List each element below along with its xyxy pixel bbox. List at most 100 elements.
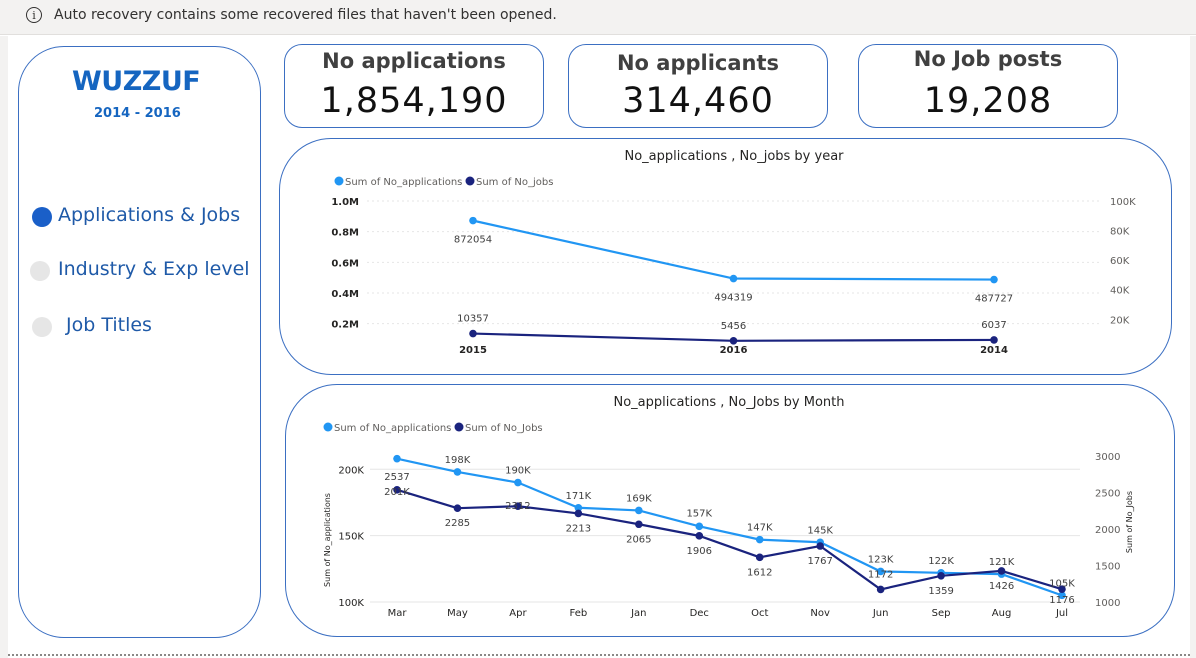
data-label: 2213 <box>566 523 591 534</box>
data-point <box>635 506 643 515</box>
data-point <box>574 509 583 518</box>
data-point <box>990 275 998 284</box>
data-label: 147K <box>747 523 773 534</box>
data-point <box>695 522 704 531</box>
chart-by-year[interactable]: No_applications , No_jobs by year Sum of… <box>279 138 1172 375</box>
data-point <box>755 553 764 562</box>
data-label: 121K <box>989 557 1015 568</box>
data-point <box>469 329 477 338</box>
data-label: 1172 <box>868 569 893 580</box>
x-tick-label: Dec <box>690 608 709 619</box>
legend-label-applications: Sum of No_applications <box>345 177 462 188</box>
y-tick-label-left: 100K <box>338 598 364 609</box>
data-point <box>393 454 401 463</box>
data-label: 2537 <box>384 472 409 483</box>
legend-label-applications: Sum of No_applications <box>334 423 451 434</box>
x-tick-label: Apr <box>509 608 527 619</box>
data-point <box>514 478 522 487</box>
data-point <box>937 571 945 580</box>
nav-label: Industry & Exp level <box>58 258 250 280</box>
info-icon: i <box>26 7 42 23</box>
kpi-value: 314,460 <box>622 81 774 121</box>
nav-label: Job Titles <box>66 314 152 336</box>
y-tick-label-left: 0.8M <box>331 228 359 239</box>
chart-title: No_applications , No_jobs by year <box>624 149 844 164</box>
data-point <box>990 336 998 344</box>
chart-title: No_applications , No_Jobs by Month <box>613 395 844 410</box>
kpi-card-applicants: No applicants 314,460 <box>568 44 828 128</box>
data-label: 2065 <box>626 534 651 545</box>
data-label: 494319 <box>714 293 752 304</box>
data-label: 157K <box>686 508 712 519</box>
data-label: 1906 <box>687 546 712 557</box>
data-point <box>695 532 704 540</box>
data-point <box>574 503 583 512</box>
y-tick-label-right: 80K <box>1110 227 1130 238</box>
y-tick-label-right: 2500 <box>1095 489 1120 500</box>
data-label: 171K <box>566 491 592 502</box>
data-point <box>635 520 643 529</box>
data-label: 10357 <box>457 314 489 325</box>
legend-marker-applications <box>323 422 333 432</box>
x-tick-label: Jun <box>872 608 889 619</box>
nav-label: Applications & Jobs <box>58 204 241 226</box>
nav-industry-exp-level[interactable]: Industry & Exp level <box>30 258 260 284</box>
year-range: 2014 - 2016 <box>94 106 181 121</box>
data-label: 1767 <box>807 556 832 567</box>
nav-applications-jobs[interactable]: Applications & Jobs <box>30 204 260 230</box>
data-label: 487727 <box>975 294 1013 305</box>
x-tick-label: Oct <box>751 608 768 619</box>
data-point <box>469 216 477 225</box>
data-point <box>453 468 462 476</box>
data-label: 169K <box>626 493 652 504</box>
notification-text: Auto recovery contains some recovered fi… <box>54 7 557 23</box>
data-label: 1612 <box>747 567 772 578</box>
x-tick-label: 2014 <box>980 345 1008 356</box>
x-tick-label: Sep <box>932 608 951 619</box>
y-tick-label-left: 150K <box>338 532 364 543</box>
kpi-title: No applications <box>322 49 506 73</box>
data-label: 6037 <box>981 320 1006 331</box>
kpi-card-applications: No applications 1,854,190 <box>284 44 544 128</box>
data-label: 123K <box>868 554 894 565</box>
legend-label-jobs: Sum of No_Jobs <box>465 423 543 434</box>
y-tick-label-left: 1.0M <box>331 197 359 208</box>
chart-card-by-year <box>279 138 1172 375</box>
y-axis-label-right: Sum of No_Jobs <box>1125 491 1134 553</box>
nav-job-titles[interactable]: Job Titles <box>30 314 260 340</box>
data-point <box>514 502 522 511</box>
data-point <box>876 585 885 594</box>
data-label: 190K <box>505 466 531 477</box>
x-tick-label: Aug <box>992 608 1012 619</box>
x-tick-label: Mar <box>388 608 408 619</box>
report-canvas <box>8 36 1190 654</box>
y-tick-label-right: 2000 <box>1095 525 1120 536</box>
data-point <box>393 485 401 494</box>
y-tick-label-right: 40K <box>1110 286 1130 297</box>
x-tick-label: Jul <box>1055 608 1068 619</box>
data-point <box>453 504 462 512</box>
kpi-title: No applicants <box>616 51 780 75</box>
wuzzuf-logo: WUZZUF <box>72 66 201 97</box>
y-tick-label-right: 1500 <box>1095 562 1120 573</box>
data-label: 872054 <box>454 235 492 246</box>
kpi-title: No Job posts <box>913 47 1063 71</box>
page-divider <box>8 654 1190 656</box>
data-point <box>729 274 738 283</box>
y-axis-label-left: Sum of No_applications <box>323 493 332 587</box>
chart-by-month[interactable]: No_applications , No_Jobs by Month Sum o… <box>285 384 1175 637</box>
legend-label-jobs: Sum of No_jobs <box>476 177 553 188</box>
series-line-applications <box>396 457 1063 597</box>
legend-marker-jobs <box>454 422 464 432</box>
data-label: 198K <box>445 455 471 466</box>
data-point <box>816 542 824 550</box>
notification-bar: i Auto recovery contains some recovered … <box>0 0 1196 35</box>
nav-indicator-active <box>32 207 52 227</box>
x-tick-label: Feb <box>570 608 588 619</box>
x-tick-label: 2015 <box>459 345 487 356</box>
y-tick-label-right: 1000 <box>1095 598 1120 609</box>
data-label: 1359 <box>928 586 953 597</box>
x-tick-label: Jan <box>630 608 646 619</box>
data-point <box>997 567 1006 575</box>
kpi-value: 19,208 <box>923 81 1053 121</box>
